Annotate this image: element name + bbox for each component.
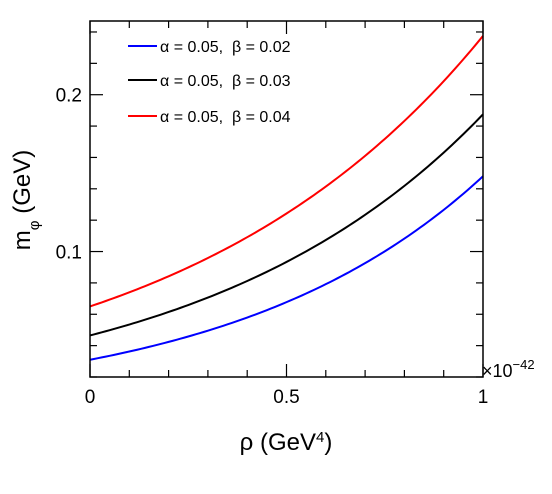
legend-label-1: α = 0.05, β = 0.02	[160, 39, 291, 56]
x-tick-label: 0.5	[273, 387, 299, 408]
x-tick-label: 0	[85, 387, 96, 408]
y-tick-label: 0.1	[56, 243, 82, 264]
series-line-3	[89, 35, 484, 308]
series-layer	[89, 35, 484, 361]
series-line-2	[89, 113, 484, 337]
legend: α = 0.05, β = 0.02 α = 0.05, β = 0.03 α = …	[128, 39, 291, 126]
legend-label-3: α = 0.05, β = 0.04	[160, 109, 291, 126]
plot-frame	[89, 20, 484, 378]
x-axis-multiplier: ×10−42	[482, 357, 535, 381]
x-axis-title: ρ (GeV4)	[240, 429, 333, 457]
series-line-1	[89, 175, 484, 361]
tick-labels: 0 0.5 1 0.1 0.2	[56, 86, 489, 408]
y-tick-label: 0.2	[56, 86, 82, 107]
x-tick-label: 1	[478, 387, 489, 408]
y-axis-title: mφ (GeV)	[9, 150, 43, 250]
legend-label-2: α = 0.05, β = 0.03	[160, 73, 291, 90]
